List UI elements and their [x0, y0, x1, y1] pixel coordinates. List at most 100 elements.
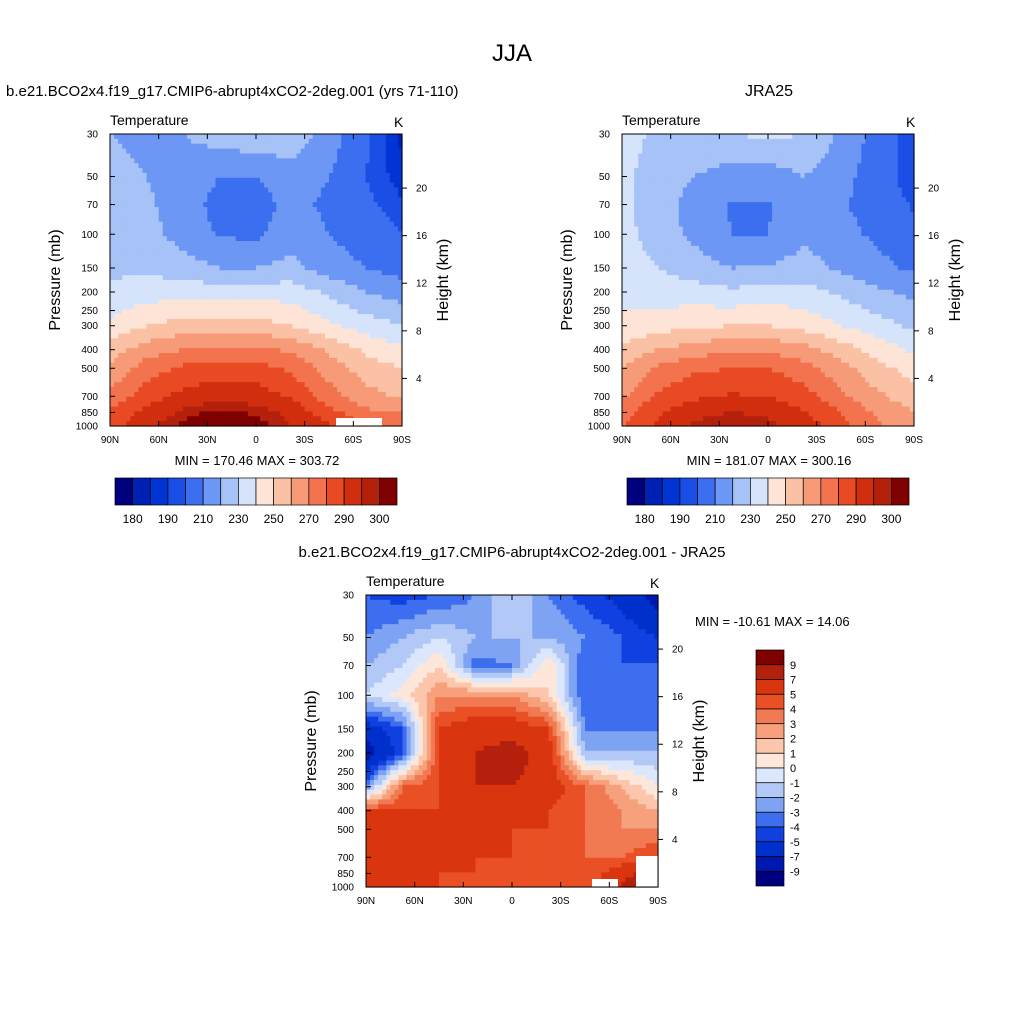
heatmap-cell — [300, 406, 306, 412]
heatmap-cell — [187, 333, 192, 339]
heatmap-cell — [268, 241, 273, 247]
heatmap-cell — [312, 255, 318, 262]
heatmap-cell — [385, 362, 391, 369]
heatmap-cell — [150, 226, 156, 232]
heatmap-cell — [178, 226, 184, 232]
heatmap-cell — [243, 148, 249, 155]
heatmap-cell — [329, 241, 334, 247]
heatmap-cell — [146, 357, 152, 364]
heatmap-cell — [393, 382, 399, 388]
heatmap-cell — [122, 323, 127, 330]
heatmap-cell — [187, 265, 192, 271]
heatmap-cell — [235, 182, 241, 189]
heatmap-cell — [280, 357, 285, 364]
heatmap-cell — [231, 284, 237, 291]
heatmap-cell — [191, 182, 196, 189]
heatmap-cell — [316, 134, 322, 140]
heatmap-cell — [361, 328, 367, 335]
heatmap-cell — [154, 221, 160, 228]
heatmap-cell — [841, 158, 846, 164]
heatmap-cell — [215, 416, 221, 422]
heatmap-cell — [288, 275, 294, 281]
heatmap-cell — [369, 284, 375, 291]
heatmap-cell — [280, 284, 285, 291]
heatmap-cell — [272, 226, 277, 232]
heatmap-cell — [130, 236, 135, 242]
heatmap-cell — [316, 357, 322, 364]
heatmap-cell — [357, 280, 363, 286]
heatmap-cell — [365, 177, 371, 184]
heatmap-cell — [784, 158, 789, 164]
heatmap-cell — [138, 318, 144, 325]
heatmap-cell — [626, 138, 631, 145]
heatmap-cell — [138, 192, 144, 198]
heatmap-cell — [146, 289, 152, 296]
heatmap-cell — [788, 148, 793, 155]
heatmap-cell — [357, 143, 363, 150]
heatmap-cell — [195, 391, 200, 398]
heatmap-cell — [268, 391, 273, 398]
heatmap-cell — [187, 299, 192, 305]
heatmap-cell — [215, 143, 221, 150]
heatmap-cell — [110, 134, 115, 140]
heatmap-cell — [183, 333, 188, 339]
heatmap-cell — [820, 163, 826, 169]
heatmap-cell — [389, 377, 395, 383]
heatmap-cell — [349, 236, 354, 242]
heatmap-cell — [215, 182, 221, 189]
heatmap-cell — [820, 168, 826, 174]
heatmap-cell — [114, 343, 119, 349]
heatmap-cell — [150, 401, 156, 408]
heatmap-cell — [361, 333, 367, 339]
heatmap-cell — [187, 236, 192, 242]
x-tick-label: 90N — [101, 435, 119, 446]
heatmap-cell — [353, 236, 358, 242]
heatmap-cell — [211, 187, 217, 193]
heatmap-cell — [110, 275, 115, 281]
heatmap-cell — [304, 211, 310, 218]
heatmap-cell — [731, 172, 737, 179]
heatmap-cell — [256, 241, 261, 247]
heatmap-cell — [235, 148, 241, 155]
heatmap-cell — [377, 401, 383, 408]
heatmap-cell — [280, 304, 285, 310]
heatmap-cell — [235, 406, 241, 412]
heatmap-cell — [329, 323, 334, 330]
heatmap-cell — [272, 211, 277, 218]
heatmap-cell — [381, 241, 387, 247]
heatmap-cell — [300, 197, 306, 203]
heatmap-cell — [272, 411, 277, 417]
heatmap-cell — [138, 284, 144, 291]
heatmap-cell — [134, 202, 139, 208]
heatmap-cell — [816, 168, 822, 174]
heatmap-cell — [381, 353, 387, 359]
heatmap-cell — [191, 387, 196, 393]
height-tick-label: 16 — [416, 231, 428, 242]
heatmap-cell — [320, 172, 326, 179]
heatmap-cell — [357, 348, 363, 354]
heatmap-cell — [357, 294, 363, 301]
heatmap-cell — [365, 309, 371, 315]
heatmap-cell — [365, 245, 371, 252]
heatmap-cell — [381, 168, 387, 174]
heatmap-cell — [138, 153, 144, 159]
heatmap-cell — [772, 163, 777, 169]
heatmap-cell — [146, 411, 152, 417]
heatmap-cell — [308, 182, 314, 189]
heatmap-cell — [304, 294, 310, 301]
heatmap-cell — [110, 280, 115, 286]
heatmap-cell — [178, 153, 184, 159]
heatmap-cell — [174, 382, 180, 388]
heatmap-cell — [126, 197, 131, 203]
heatmap-cell — [357, 401, 363, 408]
heatmap-cell — [849, 143, 854, 150]
heatmap-cell — [393, 192, 399, 198]
heatmap-cell — [251, 309, 257, 315]
heatmap-cell — [381, 284, 387, 291]
heatmap-cell — [662, 138, 668, 145]
heatmap-cell — [231, 211, 237, 218]
heatmap-cell — [211, 226, 217, 232]
heatmap-cell — [142, 421, 148, 427]
heatmap-cell — [207, 245, 212, 252]
heatmap-cell — [397, 314, 403, 320]
